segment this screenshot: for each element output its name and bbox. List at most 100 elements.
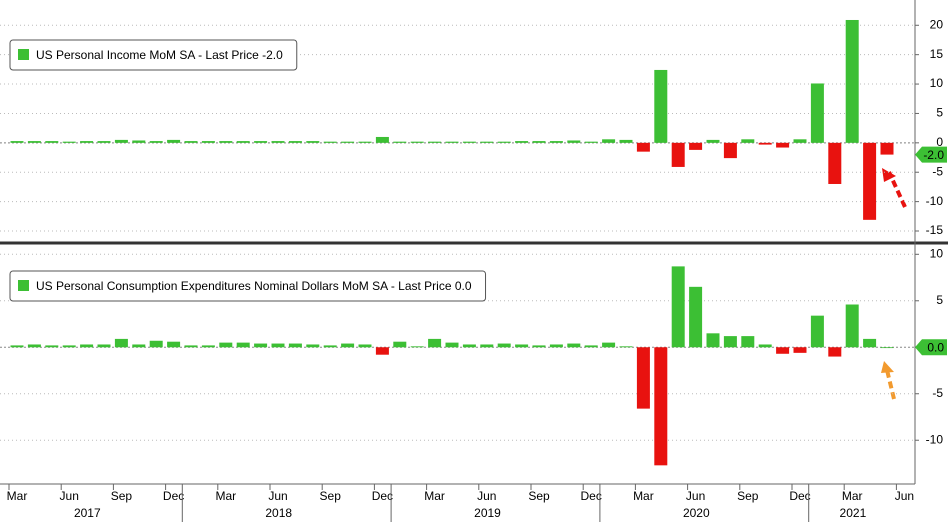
last-price-label: 0.0 [927,340,944,354]
bar [758,142,772,145]
bar [219,342,233,348]
bar [532,345,546,348]
bar [410,346,424,348]
bar [358,344,372,348]
x-tick-label: Dec [163,489,184,503]
y-tick-label: 10 [930,246,944,260]
last-price-box [915,146,947,163]
year-label: 2020 [683,506,710,520]
bar [462,344,476,348]
x-tick-label: Mar [842,489,863,503]
bar [149,141,163,143]
bar [515,141,529,143]
legend-box [9,39,298,71]
bar [793,347,807,353]
bar [706,333,720,348]
bar [636,347,650,409]
x-tick-label: Mar [633,489,654,503]
bar [828,347,842,357]
bar [723,142,737,159]
bar [462,141,476,143]
bar [306,344,320,348]
last-price-label: -2.0 [923,148,944,162]
x-tick-label: Jun [477,489,496,503]
y-tick-label: 5 [936,293,943,307]
bar [428,338,442,348]
legend-label: US Personal Income MoM SA - Last Price -… [36,48,283,62]
bar [375,136,389,143]
bar [184,345,198,348]
y-tick-label: 10 [930,76,944,90]
bar [584,345,598,348]
bar [845,19,859,143]
year-label: 2021 [840,506,867,520]
bar [358,141,372,143]
bar [758,344,772,348]
bar [619,346,633,348]
bar [863,142,877,220]
bar [497,343,511,348]
bar [236,342,250,348]
bar [393,341,407,348]
y-tick-label: 5 [936,106,943,120]
x-tick-label: Sep [528,489,550,503]
bar [567,140,581,143]
x-tick-label: Jun [268,489,287,503]
bar [114,338,128,348]
bar [288,343,302,348]
y-tick-label: 20 [930,17,944,31]
bar [62,345,76,348]
bar [689,286,703,348]
bar [863,338,877,348]
bar [271,141,285,143]
year-label: 2018 [265,506,292,520]
x-tick-label: Sep [320,489,342,503]
year-label: 2019 [474,506,501,520]
bar [776,142,790,148]
bar [567,343,581,348]
bar [532,141,546,143]
bar [219,141,233,143]
bar [654,69,668,143]
bar [80,344,94,348]
bar [880,142,894,155]
x-tick-label: Jun [60,489,79,503]
bar [810,315,824,348]
bar [515,344,529,348]
legend-label: US Personal Consumption Expenditures Nom… [36,279,472,293]
legend-box [9,270,487,302]
arrow-head [882,168,896,182]
bar [271,343,285,348]
bar [341,343,355,348]
y-tick-label: -5 [932,386,943,400]
bar [410,141,424,143]
bar [428,141,442,143]
bar [341,141,355,143]
bar [254,141,268,143]
bar [97,141,111,143]
bar [254,343,268,348]
x-tick-label: Sep [737,489,759,503]
bar [636,142,650,152]
y-tick-label: 15 [930,47,944,61]
bar [706,139,720,143]
bar [602,139,616,143]
year-label: 2017 [74,506,101,520]
bar [27,344,41,348]
bar [689,142,703,150]
bar [97,344,111,348]
last-price-box [915,339,947,356]
bar [45,345,59,348]
bar [10,345,24,348]
y-tick-label: 0 [936,135,943,149]
bar [584,141,598,143]
bar [375,347,389,355]
bar [184,141,198,143]
bar [10,141,24,143]
y-tick-label: -15 [926,223,944,237]
bar [323,345,337,348]
legend-swatch [18,280,29,291]
x-tick-label: Jun [895,489,914,503]
bar [323,141,337,143]
bar [132,140,146,143]
